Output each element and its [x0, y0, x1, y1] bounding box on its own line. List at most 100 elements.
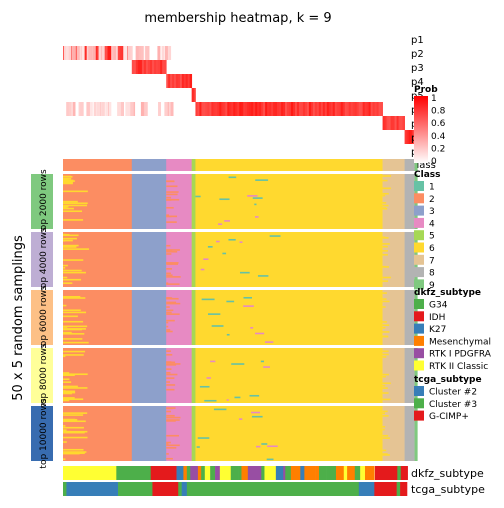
block-noise [63, 452, 80, 455]
prob-cell [199, 102, 202, 116]
class-bar-segment-7 [382, 159, 405, 171]
block-noise [234, 396, 241, 399]
prob-cell [402, 116, 405, 130]
prob-cell [388, 116, 391, 130]
tcga-segment [63, 482, 67, 496]
prob-cell [390, 116, 393, 130]
prob-cell [130, 102, 134, 116]
prob-cell [147, 60, 151, 74]
block-noise [254, 203, 257, 206]
block-noise [63, 391, 76, 394]
prob-cell [175, 74, 179, 88]
sampling-block-label: top 2000 rows [39, 169, 49, 234]
prob-cell [261, 102, 264, 116]
block-noise [257, 275, 269, 277]
prob-cell [72, 46, 76, 60]
block-noise [243, 296, 252, 299]
block-noise [166, 196, 172, 199]
block-noise [382, 202, 387, 204]
block-noise [63, 309, 81, 312]
block-noise [382, 392, 389, 394]
prob-cell [267, 102, 270, 116]
block-noise [63, 269, 66, 272]
block-noise [63, 333, 85, 335]
block-noise [63, 315, 78, 318]
prob-cell [265, 102, 268, 116]
block-class-segment-3 [131, 348, 167, 403]
dkfz-legend-label: K27 [429, 325, 446, 335]
tcga-legend: tcga_subtype Cluster #2 Cluster #3 G-CIMP+ [414, 375, 482, 422]
block-noise [63, 341, 89, 344]
prob-cell [105, 102, 109, 116]
block-noise [63, 234, 79, 237]
prob-cell [144, 102, 148, 116]
block-noise [166, 325, 169, 328]
block-noise [166, 180, 174, 182]
block-noise [216, 240, 220, 243]
block-noise [382, 204, 389, 207]
prob-cell [117, 46, 121, 60]
annotation-row-label: tcga_subtype [411, 483, 485, 496]
block-noise [239, 271, 250, 274]
block-class-segment-6 [195, 406, 383, 461]
prob-cell [101, 46, 105, 60]
prob-legend-tick: 0.2 [431, 144, 445, 154]
sampling-block-color [31, 232, 53, 287]
class-legend-swatch [414, 267, 424, 278]
prob-legend-tick: 0.6 [431, 119, 446, 129]
block-noise [63, 177, 72, 180]
block-noise [247, 195, 258, 197]
prob-cell [221, 102, 224, 116]
block-noise [166, 384, 176, 386]
block-class-segment-7 [382, 406, 405, 461]
block-noise [63, 355, 66, 358]
dkfz-segment [150, 466, 177, 480]
block-noise [63, 398, 84, 401]
class-legend-label: 3 [429, 207, 435, 217]
prob-cell [233, 102, 236, 116]
prob-row-bg [63, 144, 407, 158]
prob-cell [79, 46, 83, 60]
block-noise [382, 335, 388, 338]
side-label: 50 x 5 random samplings [11, 235, 26, 401]
prob-legend-tick: 0.4 [431, 132, 446, 142]
block-noise [63, 458, 66, 460]
prob-cell [63, 46, 67, 60]
block-noise [218, 223, 223, 225]
class-bar-segment-3 [131, 159, 167, 171]
prob-cell [294, 102, 298, 116]
prob-cell [93, 102, 97, 116]
legends: Prob10.80.60.40.20Class123456789dkfz_sub… [414, 85, 492, 422]
prob-cell [162, 60, 165, 74]
block-class-segment-3 [131, 406, 167, 461]
block-noise [166, 283, 180, 285]
prob-cell [231, 102, 234, 116]
block-noise [226, 300, 235, 303]
block-noise [261, 443, 268, 445]
prob-cell [235, 102, 238, 116]
dkfz-segment [275, 466, 284, 480]
prob-row-label: p1 [411, 35, 424, 46]
block-noise [224, 220, 231, 222]
dkfz-legend-swatch [414, 348, 424, 359]
prob-cell [330, 102, 334, 116]
block-noise [166, 443, 169, 445]
block-noise [382, 250, 388, 252]
prob-cell [271, 102, 274, 116]
class-bar-segment-5 [191, 159, 196, 171]
prob-cell [68, 46, 72, 60]
prob-cell [316, 102, 320, 116]
dkfz-segment [329, 466, 337, 480]
prob-cell [219, 102, 222, 116]
prob-row-bg [63, 88, 407, 102]
block-noise [63, 246, 77, 248]
block-noise [63, 373, 73, 376]
block-noise [166, 441, 171, 444]
prob-cell [170, 74, 173, 88]
block-noise [166, 244, 171, 247]
block-noise [250, 327, 254, 329]
block-noise [166, 388, 175, 391]
prob-cell [203, 102, 206, 116]
block-noise [63, 436, 88, 439]
dkfz-segment [204, 466, 211, 480]
